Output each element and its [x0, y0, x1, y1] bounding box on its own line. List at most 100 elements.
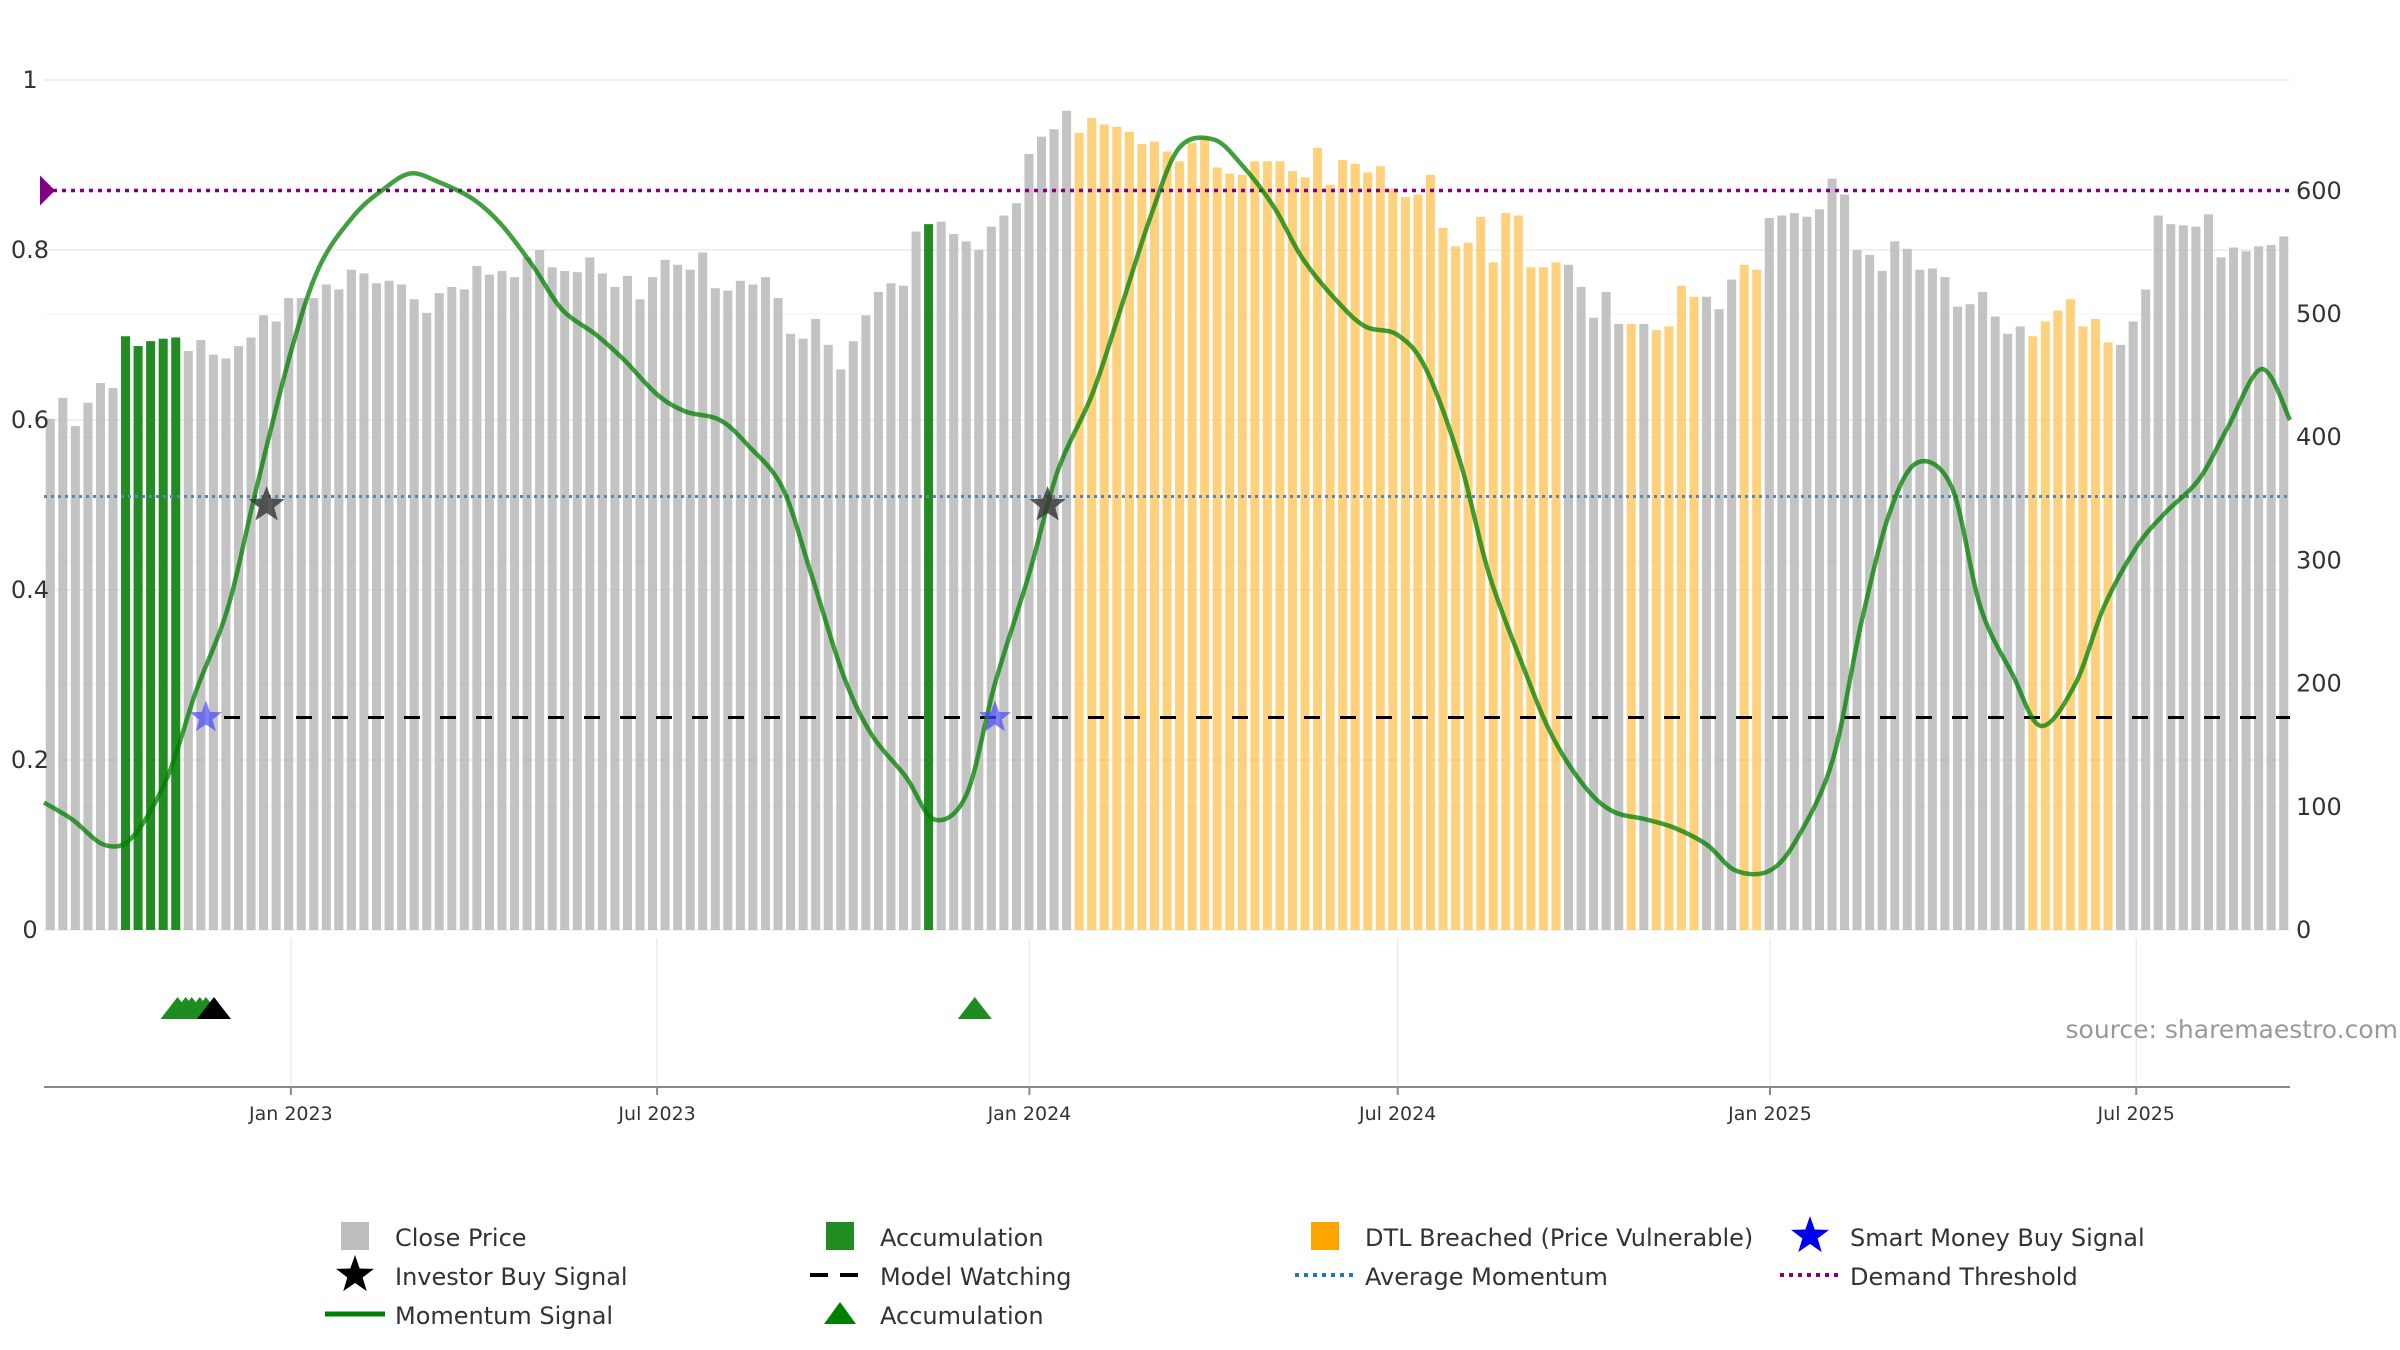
bar-97 — [1262, 161, 1272, 931]
bar-62 — [823, 344, 833, 930]
bar-26 — [371, 283, 382, 930]
x-tick-label-5: Jul 2025 — [2097, 1103, 2175, 1125]
bar-140 — [1802, 216, 1812, 930]
bar-83 — [1087, 118, 1097, 930]
bar-85 — [1112, 126, 1122, 931]
bar-167 — [2141, 289, 2151, 930]
bar-69 — [911, 231, 921, 931]
bar-10 — [171, 337, 181, 931]
bar-77 — [1011, 203, 1021, 930]
bar-73 — [961, 241, 971, 930]
right-tick-3: 300 — [2296, 546, 2342, 574]
bar-43 — [585, 257, 595, 930]
bar-38 — [522, 257, 532, 930]
bar-171 — [2191, 226, 2201, 930]
bar-36 — [497, 270, 507, 930]
bar-142 — [1827, 178, 1837, 930]
bar-53 — [710, 288, 720, 930]
bar-18 — [271, 321, 281, 930]
bar-22 — [321, 284, 331, 930]
legend-label-close-price: Close Price — [395, 1224, 527, 1252]
bar-133 — [1714, 309, 1724, 930]
bar-80 — [1049, 129, 1059, 930]
bar-111 — [1438, 227, 1448, 931]
bar-65 — [861, 315, 871, 930]
bar-1 — [58, 397, 68, 931]
bar-86 — [1124, 131, 1134, 930]
bar-166 — [2128, 321, 2138, 930]
bar-45 — [610, 286, 620, 930]
bar-96 — [1250, 161, 1260, 931]
bar-27 — [384, 280, 394, 930]
lower-signal-panel — [160, 938, 2137, 1085]
bar-6 — [121, 336, 131, 930]
right-y-axis: 0 100 200 300 400 500 600 — [2296, 177, 2342, 944]
bar-66 — [873, 291, 883, 931]
bar-95 — [1237, 174, 1247, 930]
bar-116 — [1501, 213, 1511, 931]
legend: Close Price Accumulation DTL Breached (Pri… — [325, 1216, 2145, 1330]
legend-swatch-smart-money — [1790, 1216, 1830, 1253]
accumulation-triangle-5 — [196, 997, 231, 1019]
bar-89 — [1162, 151, 1172, 930]
bar-129 — [1664, 326, 1674, 930]
investor-buy-star-1 — [1029, 486, 1066, 521]
bar-149 — [1915, 269, 1925, 930]
bar-105 — [1363, 172, 1373, 931]
bar-146 — [1877, 270, 1887, 930]
bar-12 — [196, 339, 206, 930]
bar-78 — [1024, 153, 1034, 931]
bar-19 — [284, 298, 294, 931]
bar-108 — [1400, 197, 1410, 930]
bar-162 — [2078, 326, 2088, 930]
bar-113 — [1463, 242, 1473, 930]
bar-51 — [685, 269, 695, 930]
bar-59 — [786, 333, 796, 930]
x-tick-label-4: Jan 2025 — [1727, 1103, 1812, 1125]
bar-104 — [1350, 163, 1360, 930]
bar-109 — [1413, 194, 1423, 931]
bar-124 — [1601, 291, 1611, 931]
bar-98 — [1275, 161, 1285, 931]
bar-94 — [1225, 173, 1235, 931]
bar-4 — [95, 383, 105, 931]
bar-7 — [133, 346, 143, 931]
bar-151 — [1940, 277, 1950, 930]
bar-2 — [70, 426, 80, 930]
bar-74 — [974, 250, 984, 930]
bar-123 — [1589, 317, 1599, 930]
bar-173 — [2216, 257, 2226, 930]
bar-136 — [1752, 269, 1762, 930]
legend-swatch-accumulation-triangle — [824, 1302, 856, 1324]
bar-164 — [2103, 342, 2113, 930]
bar-47 — [635, 299, 645, 930]
bar-41 — [560, 270, 570, 930]
bar-115 — [1488, 262, 1498, 930]
bar-20 — [296, 298, 306, 931]
legend-swatch-close-price — [341, 1222, 369, 1250]
legend-swatch-dtl-breached — [1311, 1222, 1339, 1250]
smart-money-star-1 — [978, 700, 1012, 732]
bar-33 — [459, 289, 469, 930]
legend-swatch-investor-buy — [335, 1255, 375, 1292]
bar-90 — [1175, 161, 1185, 931]
legend-label-accumulation-triangle: Accumulation — [880, 1302, 1044, 1330]
bar-25 — [359, 273, 369, 931]
legend-label-momentum-signal: Momentum Signal — [395, 1302, 613, 1330]
bar-81 — [1062, 110, 1072, 930]
bar-103 — [1338, 160, 1348, 931]
legend-swatch-accumulation-bar — [826, 1222, 854, 1250]
signal-markers — [40, 175, 1066, 732]
bar-67 — [886, 283, 896, 930]
bar-76 — [999, 215, 1009, 930]
bar-60 — [798, 338, 808, 930]
bar-16 — [246, 337, 256, 931]
bar-82 — [1074, 132, 1084, 930]
bar-110 — [1425, 174, 1436, 930]
bar-48 — [648, 277, 658, 930]
legend-item-accumulation-triangle: Accumulation — [824, 1302, 1044, 1330]
left-tick-1: 0.2 — [11, 746, 49, 774]
bar-3 — [83, 402, 93, 930]
legend-item-dtl-breached: DTL Breached (Price Vulnerable) — [1311, 1222, 1753, 1252]
bar-160 — [2053, 310, 2063, 930]
